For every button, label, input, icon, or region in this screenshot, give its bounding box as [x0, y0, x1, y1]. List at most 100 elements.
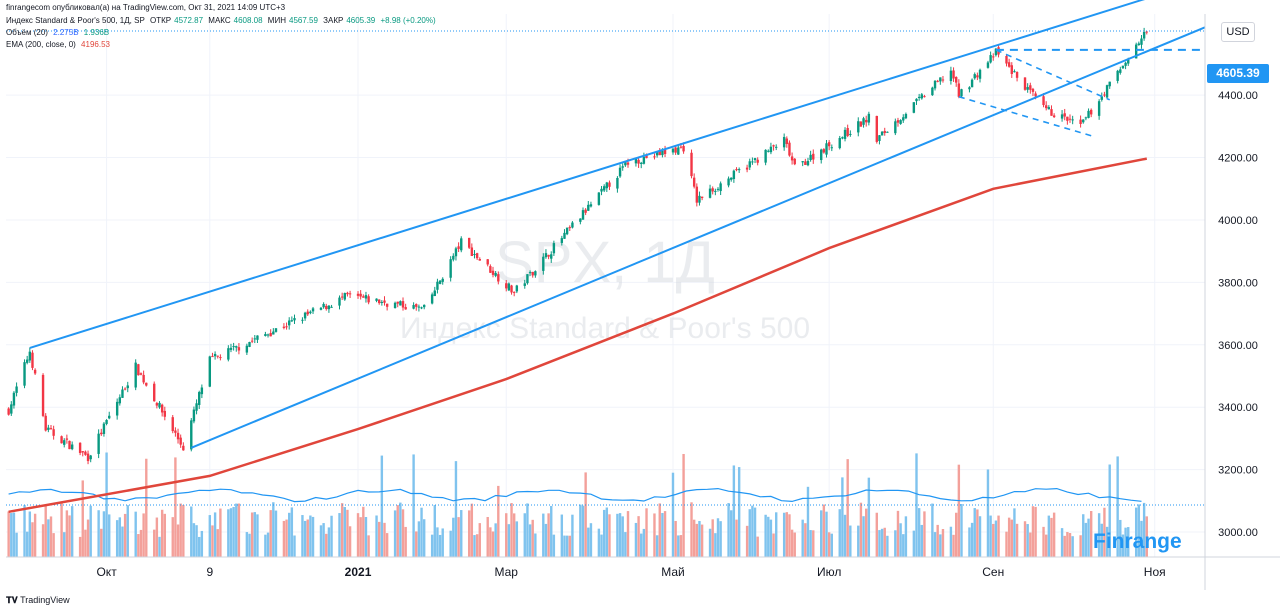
candle-body: [245, 345, 249, 353]
volume-bar: [383, 522, 386, 557]
candle-body: [838, 138, 841, 149]
volume-bar: [1097, 513, 1101, 557]
candle-body: [412, 305, 415, 309]
candle-body: [1026, 87, 1029, 90]
candle-body: [303, 312, 307, 319]
volume-bar: [1029, 532, 1032, 557]
ema-legend[interactable]: EMA (200, close, 0) 4196.53: [6, 40, 113, 49]
volume-bar: [60, 502, 63, 557]
volume-bar: [1052, 512, 1056, 557]
volume-bar: [1079, 535, 1082, 557]
candle-body: [1124, 62, 1127, 66]
candle-body: [237, 347, 241, 351]
candle-body: [190, 420, 193, 450]
candle-body: [719, 183, 722, 192]
candle-body: [60, 436, 63, 444]
currency-button[interactable]: USD: [1221, 22, 1255, 42]
volume-bar: [862, 516, 865, 557]
candle-body: [618, 167, 622, 177]
candle-body: [653, 156, 656, 158]
volume-bar: [401, 509, 405, 557]
candle-body: [886, 131, 889, 133]
candle-body: [581, 210, 585, 220]
candle-body: [115, 401, 119, 416]
volume-bar: [393, 510, 397, 557]
volume-bar: [939, 534, 942, 557]
volume-bar: [1063, 535, 1066, 557]
volume-bar: [528, 524, 532, 557]
candle-body: [843, 129, 847, 139]
candle-body: [232, 346, 235, 348]
candle-body: [89, 455, 92, 460]
candle-body: [227, 348, 230, 360]
candle-body: [470, 247, 474, 256]
candle-body: [809, 154, 812, 161]
volume-bar: [89, 505, 92, 557]
candle-body: [383, 300, 386, 303]
candle-body: [338, 297, 341, 306]
volume-bar: [327, 527, 331, 557]
volume-bar: [571, 514, 574, 557]
volume-bar: [970, 522, 974, 557]
candle-body: [1105, 85, 1109, 98]
candle-body: [626, 162, 630, 165]
tradingview-footer[interactable]: 𝐓𝐕 TradingView: [6, 595, 70, 606]
open-value: 4572.87: [174, 16, 204, 25]
candle-body: [692, 177, 696, 187]
volume-bar: [457, 517, 460, 557]
volume-bar: [356, 513, 360, 557]
candle-body: [655, 151, 659, 156]
volume-bar: [637, 516, 640, 557]
candle-body: [33, 369, 37, 374]
volume-bar: [1068, 533, 1072, 557]
candle-body: [846, 128, 849, 136]
candle-body: [682, 145, 685, 152]
volume-bar: [1023, 521, 1027, 557]
symbol-legend[interactable]: Индекс Standard & Poor's 500, 1Д, SP ОТК…: [6, 16, 439, 25]
volume-bar: [470, 503, 474, 557]
candle-body: [695, 186, 699, 203]
volume-bar: [534, 533, 537, 557]
volume-legend[interactable]: Объём (20) 2.275B 1.936B: [6, 28, 112, 37]
candle-body: [399, 301, 402, 306]
volume-bar: [47, 519, 50, 557]
candle-body: [15, 386, 18, 393]
candle-body: [325, 305, 328, 310]
candle-body: [28, 351, 32, 361]
candle-body: [393, 302, 397, 309]
volume-bar: [7, 511, 10, 557]
volume-bar: [229, 508, 233, 557]
volume-bar: [846, 459, 849, 557]
volume-bar: [433, 505, 436, 557]
volume-bar: [587, 527, 590, 557]
volume-bar: [142, 513, 145, 557]
candle-body: [1100, 96, 1103, 100]
volume-bar: [960, 504, 963, 557]
candle-body: [658, 150, 661, 156]
candle-body: [827, 142, 831, 147]
high-value: 4608.08: [233, 16, 263, 25]
candle-body: [822, 149, 826, 153]
volume-bar: [1010, 519, 1013, 557]
volume-bar: [544, 523, 548, 557]
candle-body: [917, 96, 921, 98]
volume-bar: [899, 523, 902, 557]
volume-bar: [769, 519, 773, 557]
volume-bar: [145, 458, 148, 557]
candle-body: [1063, 113, 1066, 117]
volume-bar: [505, 513, 508, 557]
time-tick-label: Июл: [817, 565, 841, 579]
volume-bar: [306, 519, 309, 557]
volume-bar: [105, 452, 108, 557]
candle-body: [494, 272, 497, 276]
volume-bar: [237, 503, 241, 557]
volume-bar: [200, 530, 204, 557]
candle-body: [878, 135, 881, 141]
candle-body: [642, 156, 646, 164]
volume-bar: [986, 469, 990, 557]
candle-body: [565, 227, 569, 235]
volume-bar: [727, 503, 730, 557]
volume-bar: [49, 516, 53, 557]
volume-bar: [1034, 506, 1037, 557]
